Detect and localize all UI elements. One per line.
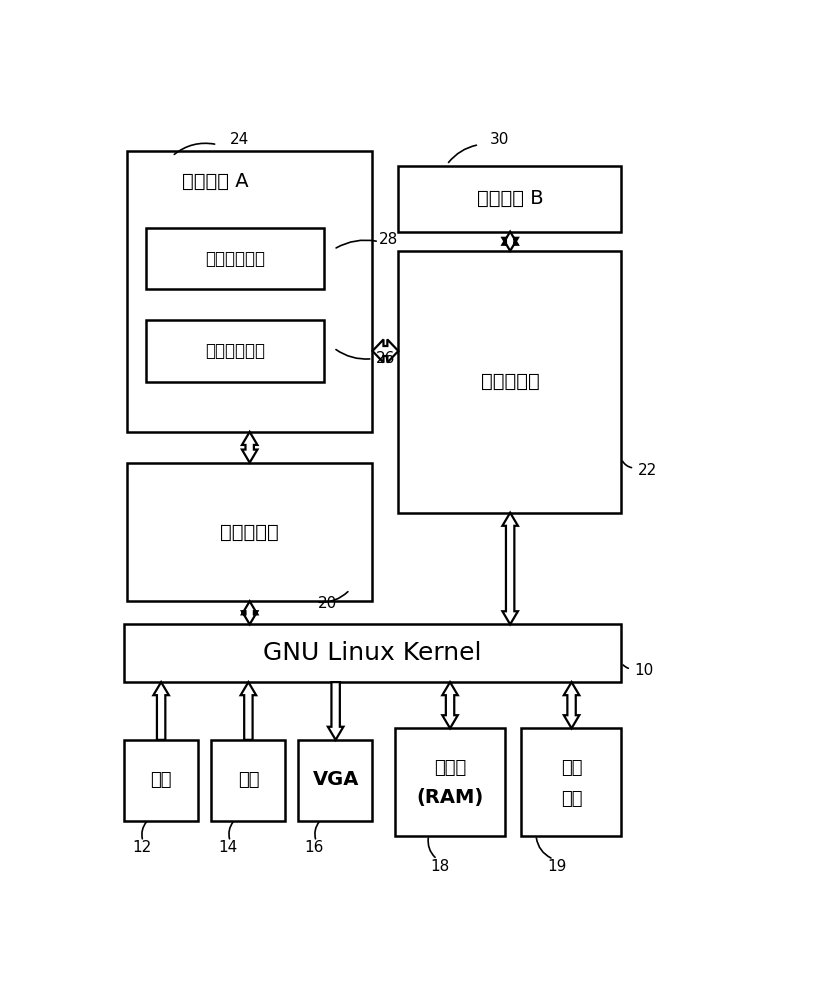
Bar <box>127 151 373 432</box>
Text: 24: 24 <box>230 132 249 147</box>
Bar <box>127 463 373 601</box>
Polygon shape <box>564 682 580 728</box>
Text: 应用程序 B: 应用程序 B <box>477 189 544 208</box>
Text: 30: 30 <box>490 132 510 147</box>
Polygon shape <box>502 513 518 624</box>
Text: 输出服务手段: 输出服务手段 <box>205 250 265 268</box>
Bar <box>298 740 373 821</box>
Text: 键盘: 键盘 <box>150 771 172 789</box>
Text: 26: 26 <box>376 351 395 366</box>
Text: GNU Linux Kernel: GNU Linux Kernel <box>264 641 482 665</box>
Bar <box>521 728 621 836</box>
Text: 10: 10 <box>635 663 654 678</box>
Bar <box>395 728 505 836</box>
Polygon shape <box>153 682 168 740</box>
Text: 16: 16 <box>304 840 324 855</box>
Text: 20: 20 <box>318 596 337 611</box>
Bar <box>123 624 621 682</box>
Text: 28: 28 <box>379 232 399 247</box>
Polygon shape <box>442 682 458 728</box>
Text: (RAM): (RAM) <box>416 788 484 807</box>
Text: VGA: VGA <box>313 770 359 789</box>
Polygon shape <box>502 232 518 251</box>
Text: 应用程序 A: 应用程序 A <box>182 172 249 191</box>
Polygon shape <box>373 339 399 363</box>
Bar <box>399 166 621 232</box>
Text: 子操作系统: 子操作系统 <box>480 372 540 391</box>
Text: 存储器: 存储器 <box>434 759 466 777</box>
Bar <box>211 740 285 821</box>
Text: 18: 18 <box>430 859 450 874</box>
Text: 22: 22 <box>637 463 657 478</box>
Polygon shape <box>328 682 344 740</box>
Text: 接口: 接口 <box>560 790 582 808</box>
Polygon shape <box>242 432 258 463</box>
Bar <box>399 251 621 513</box>
Text: 12: 12 <box>132 840 151 855</box>
Text: 主操作系统: 主操作系统 <box>220 522 279 541</box>
Text: 网络: 网络 <box>560 759 582 777</box>
Text: 19: 19 <box>547 859 566 874</box>
Text: 输入服务手段: 输入服务手段 <box>205 342 265 360</box>
Text: 14: 14 <box>219 840 238 855</box>
Bar <box>146 228 324 289</box>
Text: 鼠标: 鼠标 <box>238 771 259 789</box>
Bar <box>146 320 324 382</box>
Polygon shape <box>241 682 256 740</box>
Polygon shape <box>242 601 258 624</box>
Bar <box>123 740 198 821</box>
